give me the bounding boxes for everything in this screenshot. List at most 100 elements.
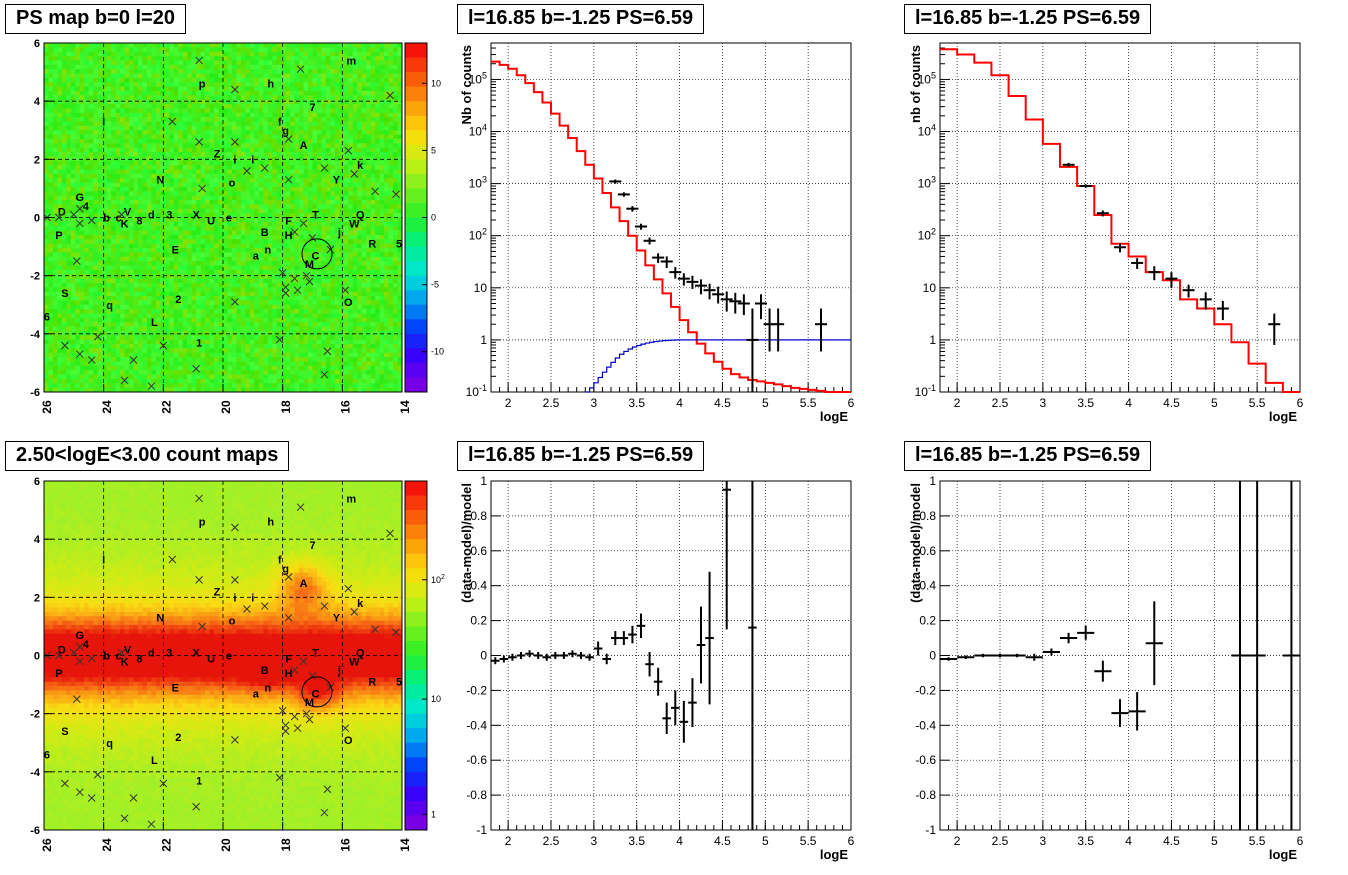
map-pixel (44, 304, 49, 310)
map-pixel (294, 309, 300, 314)
map-pixel (276, 387, 282, 393)
map-pixel (276, 47, 282, 53)
map-pixel (218, 121, 224, 127)
map-pixel (227, 378, 233, 384)
map-pixel (178, 95, 184, 101)
map-pixel (214, 243, 219, 249)
map-pixel (240, 213, 246, 218)
map-pixel (294, 43, 300, 48)
map-pixel (146, 152, 152, 157)
map-pixel (97, 309, 103, 314)
map-pixel (205, 104, 210, 109)
map-pixel (240, 160, 246, 166)
map-pixel (70, 282, 76, 288)
map-pixel (155, 90, 161, 96)
map-pixel (231, 243, 237, 249)
map-pixel (115, 143, 121, 149)
map-pixel (316, 165, 322, 170)
map-pixel (254, 378, 260, 384)
map-pixel (173, 117, 179, 122)
map-pixel (299, 239, 304, 245)
map-pixel (52, 82, 58, 88)
map-pixel (281, 213, 287, 218)
map-pixel (44, 143, 49, 149)
map-pixel (200, 213, 206, 218)
map-pixel (182, 265, 188, 271)
map-pixel (191, 374, 197, 380)
map-pixel (79, 43, 85, 48)
map-pixel (57, 60, 63, 66)
map-pixel (111, 117, 117, 122)
map-pixel (97, 108, 103, 114)
map-pixel (308, 383, 313, 389)
map-pixel (196, 296, 202, 301)
map-pixel (223, 108, 228, 114)
map-pixel (223, 252, 228, 258)
map-pixel (173, 173, 179, 179)
map-pixel (124, 86, 130, 92)
map-pixel (79, 300, 85, 306)
map-pixel (178, 274, 184, 279)
map-pixel (52, 99, 58, 105)
map-pixel (236, 243, 242, 249)
map-pixel (227, 191, 233, 197)
map-pixel (178, 60, 184, 66)
map-pixel (240, 108, 246, 114)
map-pixel (102, 86, 108, 92)
map-pixel (214, 256, 219, 262)
map-pixel (249, 173, 255, 179)
map-pixel (146, 125, 152, 131)
map-pixel (151, 370, 157, 375)
map-pixel (137, 374, 143, 380)
map-pixel (272, 326, 278, 332)
map-pixel (120, 99, 125, 105)
map-pixel (196, 165, 202, 170)
map-pixel (254, 156, 260, 162)
map-pixel (142, 130, 148, 136)
map-pixel (66, 365, 72, 371)
map-pixel (93, 178, 99, 183)
map-pixel (191, 86, 197, 92)
map-pixel (258, 317, 264, 323)
map-pixel (263, 348, 269, 354)
map-pixel (200, 361, 206, 367)
map-pixel (88, 99, 94, 105)
map-pixel (254, 317, 260, 323)
map-pixel (164, 291, 170, 297)
map-pixel (231, 64, 237, 70)
map-pixel (294, 134, 300, 140)
map-pixel (70, 117, 76, 122)
map-pixel (48, 309, 54, 314)
map-pixel (48, 130, 54, 136)
map-pixel (48, 147, 54, 153)
map-pixel (312, 178, 318, 183)
map-pixel (102, 147, 108, 153)
map-pixel (106, 165, 112, 170)
map-pixel (240, 99, 246, 105)
map-pixel (137, 147, 143, 153)
map-pixel (200, 208, 206, 214)
map-pixel (258, 282, 264, 288)
map-pixel (200, 173, 206, 179)
map-pixel (97, 186, 103, 192)
map-pixel (151, 322, 157, 327)
map-pixel (151, 143, 157, 149)
map-pixel (133, 134, 139, 140)
map-pixel (48, 265, 54, 271)
map-pixel (129, 156, 134, 162)
map-pixel (231, 200, 237, 205)
map-pixel (240, 269, 246, 275)
map-pixel (93, 182, 99, 188)
map-pixel (111, 173, 117, 179)
map-pixel (299, 296, 304, 301)
map-pixel (169, 217, 175, 223)
map-pixel (129, 317, 134, 323)
map-pixel (102, 56, 108, 61)
map-pixel (205, 178, 210, 183)
map-pixel (120, 221, 125, 227)
map-pixel (191, 243, 197, 249)
map-pixel (263, 335, 269, 341)
map-pixel (276, 282, 282, 288)
map-pixel (214, 117, 219, 122)
map-pixel (61, 234, 67, 240)
